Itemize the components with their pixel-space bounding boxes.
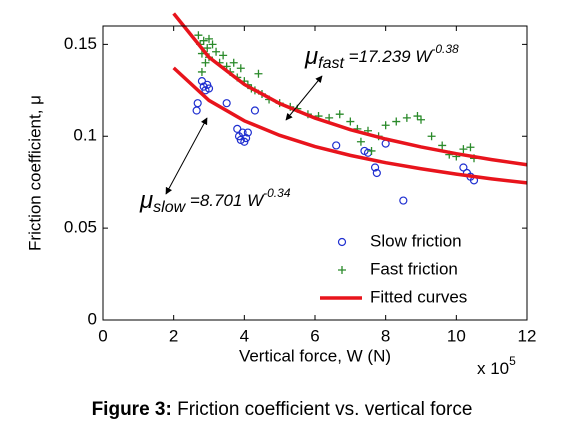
point (402, 113, 411, 122)
point (219, 51, 228, 60)
point (229, 58, 238, 67)
annotation-arrow (165, 117, 208, 195)
annotation: μslow =8.701 W-0.34 (139, 186, 291, 216)
point (346, 117, 355, 126)
fitted-curve (172, 12, 528, 167)
x-axis-label: Vertical force, W (N) (239, 346, 391, 365)
point (204, 84, 214, 93)
point (203, 44, 212, 53)
point (222, 99, 231, 108)
y-tick-label: 0 (88, 309, 97, 328)
point (205, 34, 213, 43)
point (399, 196, 408, 205)
point (250, 106, 260, 115)
legend-label: Slow friction (370, 231, 462, 250)
point (392, 117, 401, 126)
point (459, 145, 468, 154)
y-tick-label: 0.15 (64, 34, 97, 53)
point (254, 69, 263, 78)
y-tick-label: 0.1 (73, 126, 97, 145)
point (243, 128, 252, 137)
point (197, 67, 206, 76)
x-tick-label: 2 (169, 326, 178, 345)
point (372, 168, 381, 178)
point (236, 64, 245, 73)
point (194, 31, 203, 40)
point (438, 141, 447, 150)
x-tick-label: 4 (240, 326, 249, 345)
y-tick-label: 0.05 (64, 218, 97, 237)
legend-marker (338, 266, 346, 274)
point (367, 146, 376, 155)
point (201, 58, 210, 67)
point (199, 36, 208, 45)
point (208, 40, 217, 49)
x-tick-label: 6 (310, 326, 319, 345)
point (370, 163, 380, 172)
point (466, 143, 475, 152)
x-tick-label: 10 (447, 326, 466, 345)
point (242, 133, 251, 143)
point (335, 110, 344, 119)
point (413, 112, 422, 121)
x-tick-label: 0 (98, 326, 107, 345)
point (332, 141, 341, 150)
point (427, 132, 436, 141)
point (193, 99, 202, 108)
point (212, 47, 221, 56)
caption: Figure 3: Friction coefficient vs. verti… (92, 399, 473, 420)
legend-label: Fast friction (370, 259, 458, 278)
legend-label: Fitted curves (370, 287, 467, 306)
legend-marker (337, 237, 347, 247)
annotation: μfast =17.239 W-0.38 (304, 42, 459, 72)
annotation-arrow (285, 75, 323, 121)
point (356, 137, 365, 146)
x-multiplier: x 105 (477, 354, 516, 378)
y-axis-label: Friction coefficient, μ (25, 95, 44, 251)
point (325, 113, 334, 122)
plot-area (172, 12, 528, 274)
point (192, 106, 201, 115)
fitted-curve (172, 66, 528, 185)
point (417, 115, 425, 124)
point (381, 121, 390, 130)
x-tick-label: 12 (518, 326, 537, 345)
x-tick-label: 8 (381, 326, 390, 345)
